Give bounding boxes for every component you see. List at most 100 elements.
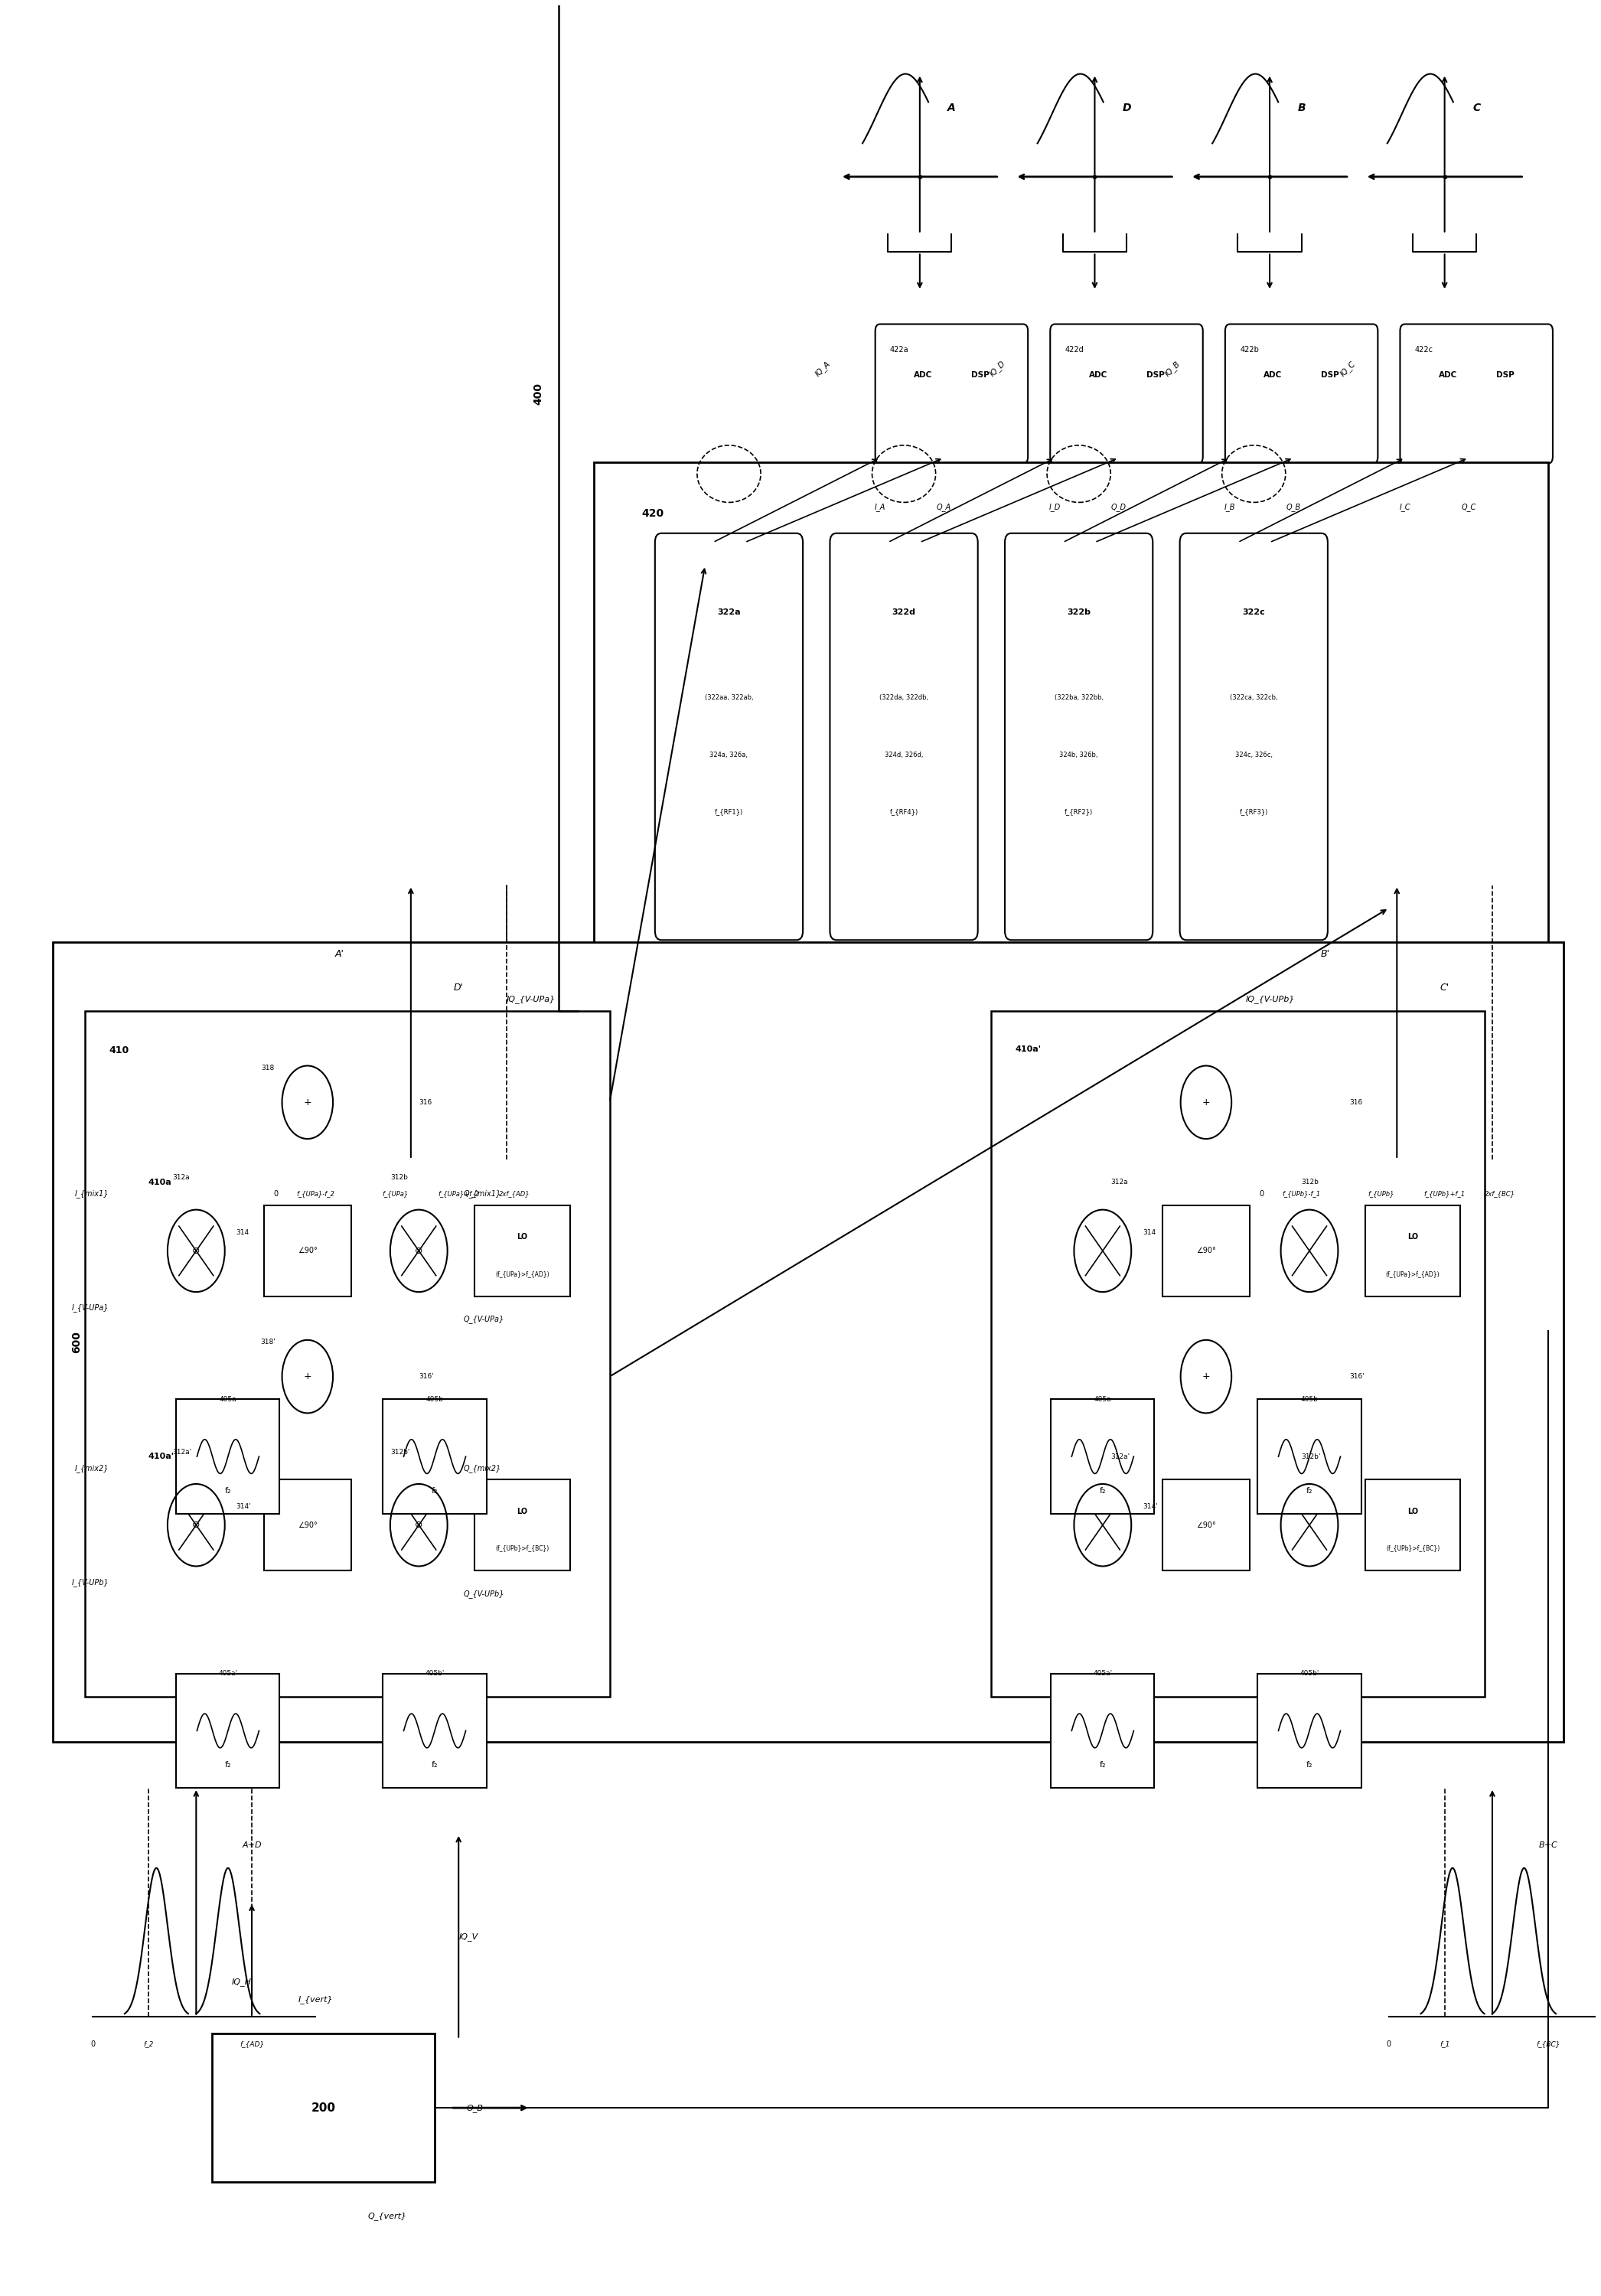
Text: f₂: f₂ (1100, 1488, 1106, 1495)
Text: 422d: 422d (1065, 347, 1084, 354)
Text: 0: 0 (90, 2041, 94, 2048)
Text: (f_{UPb}>f_{BC}): (f_{UPb}>f_{BC}) (1386, 1545, 1439, 1552)
Text: 400: 400 (533, 383, 543, 404)
Text: IQ_{V-UPa}: IQ_{V-UPa} (506, 994, 556, 1003)
Text: f_{RF3}): f_{RF3}) (1239, 808, 1268, 815)
Text: 600: 600 (72, 1332, 82, 1352)
Text: 322d: 322d (892, 608, 916, 615)
Text: f_{UPa}: f_{UPa} (383, 1189, 408, 1196)
Text: (322ba, 322bb,: (322ba, 322bb, (1055, 693, 1103, 700)
Text: A': A' (335, 948, 344, 960)
Text: +: + (304, 1097, 312, 1107)
Bar (383, 1674, 487, 1789)
Text: 316: 316 (1350, 1100, 1362, 1107)
Text: B+C: B+C (1539, 1841, 1558, 1848)
Text: 405a': 405a' (218, 1669, 237, 1676)
Bar (474, 1479, 570, 1570)
Text: 322a: 322a (717, 608, 741, 615)
FancyBboxPatch shape (829, 533, 978, 939)
Text: ADC: ADC (1089, 372, 1108, 379)
Text: 312a': 312a' (173, 1449, 192, 1456)
Text: Q_C: Q_C (1462, 503, 1476, 512)
Text: 0: 0 (1260, 1189, 1265, 1199)
Text: C': C' (1439, 983, 1449, 992)
Text: DSP: DSP (1146, 372, 1164, 379)
Text: Q_{V-UPb}: Q_{V-UPb} (463, 1589, 504, 1598)
Text: 312a: 312a (1111, 1178, 1129, 1185)
Text: A+D: A+D (242, 1841, 261, 1848)
Text: 324b, 326b,: 324b, 326b, (1060, 751, 1098, 758)
Text: 314: 314 (235, 1228, 250, 1235)
Text: 324c, 326c,: 324c, 326c, (1234, 751, 1273, 758)
Text: 200: 200 (311, 2103, 336, 2115)
Bar (1366, 1205, 1460, 1297)
Bar (176, 1398, 280, 1513)
Text: Q_{mix2}: Q_{mix2} (463, 1465, 501, 1472)
Text: LO: LO (1407, 1508, 1418, 1515)
Text: 324a, 326a,: 324a, 326a, (709, 751, 748, 758)
Text: 410a': 410a' (149, 1453, 175, 1460)
Text: IQ_D: IQ_D (988, 358, 1007, 379)
Text: f_{AD}: f_{AD} (240, 2041, 264, 2048)
Text: 312b: 312b (1302, 1178, 1319, 1185)
Text: 314': 314' (235, 1504, 251, 1511)
Text: f₂: f₂ (224, 1488, 231, 1495)
Text: LO: LO (1407, 1233, 1418, 1240)
Text: D': D' (453, 983, 464, 992)
Text: 0: 0 (1386, 2041, 1391, 2048)
Text: f_{UPb}-f_1: f_{UPb}-f_1 (1282, 1189, 1321, 1196)
Text: DSP: DSP (972, 372, 989, 379)
Bar (211, 2034, 435, 2181)
Text: I_{mix1}: I_{mix1} (75, 1189, 109, 1199)
Text: O_B: O_B (466, 2103, 484, 2112)
Text: IQ_V: IQ_V (458, 1933, 477, 1940)
Text: (322da, 322db,: (322da, 322db, (879, 693, 929, 700)
Text: ADC: ADC (1263, 372, 1282, 379)
Bar (53, 941, 1564, 1743)
Text: +: + (1202, 1371, 1210, 1382)
Text: 312a: 312a (173, 1173, 189, 1180)
Text: 405a: 405a (219, 1396, 237, 1403)
Text: 0: 0 (274, 1189, 279, 1199)
Bar (176, 1674, 280, 1789)
Text: f₂: f₂ (431, 1761, 439, 1768)
Text: +: + (1202, 1097, 1210, 1107)
Text: Q_B: Q_B (1286, 503, 1302, 512)
Text: LO: LO (517, 1508, 528, 1515)
Text: 324d, 326d,: 324d, 326d, (884, 751, 924, 758)
Text: 312b': 312b' (1302, 1453, 1321, 1460)
Bar (594, 461, 1548, 1010)
Text: 422c: 422c (1415, 347, 1433, 354)
FancyBboxPatch shape (1399, 324, 1553, 464)
Text: Q_{vert}: Q_{vert} (368, 2213, 407, 2220)
Text: Q_{mix1}: Q_{mix1} (463, 1189, 501, 1199)
Text: 410a': 410a' (1015, 1045, 1041, 1054)
Text: 2xf_{AD}: 2xf_{AD} (498, 1189, 530, 1196)
Text: ⊗: ⊗ (192, 1520, 200, 1529)
Text: 422a: 422a (890, 347, 909, 354)
Text: IQ_B: IQ_B (1164, 360, 1182, 379)
Bar (1050, 1674, 1154, 1789)
Text: IQ_C: IQ_C (1338, 360, 1358, 379)
Text: f_2: f_2 (144, 2041, 154, 2048)
Text: 405a: 405a (1093, 1396, 1111, 1403)
Bar (1258, 1674, 1361, 1789)
FancyBboxPatch shape (1225, 324, 1378, 464)
Text: I_{V-UPa}: I_{V-UPa} (72, 1304, 109, 1311)
Text: I_{mix2}: I_{mix2} (75, 1465, 109, 1472)
Text: f_{RF2}): f_{RF2}) (1065, 808, 1093, 815)
Bar (383, 1398, 487, 1513)
Text: f_{RF4}): f_{RF4}) (890, 808, 917, 815)
Text: DSP: DSP (1321, 372, 1338, 379)
Text: ∠90°: ∠90° (298, 1247, 317, 1254)
Text: B': B' (1321, 948, 1330, 960)
Text: f_1: f_1 (1439, 2041, 1451, 2048)
Text: f₂: f₂ (1306, 1761, 1313, 1768)
Text: 410: 410 (109, 1045, 128, 1056)
Bar (264, 1479, 351, 1570)
Text: f_{UPa}-f_2: f_{UPa}-f_2 (296, 1189, 335, 1196)
Text: f₂: f₂ (1100, 1761, 1106, 1768)
Text: 316': 316' (419, 1373, 434, 1380)
Text: 420: 420 (642, 507, 664, 519)
Text: f₂: f₂ (1306, 1488, 1313, 1495)
